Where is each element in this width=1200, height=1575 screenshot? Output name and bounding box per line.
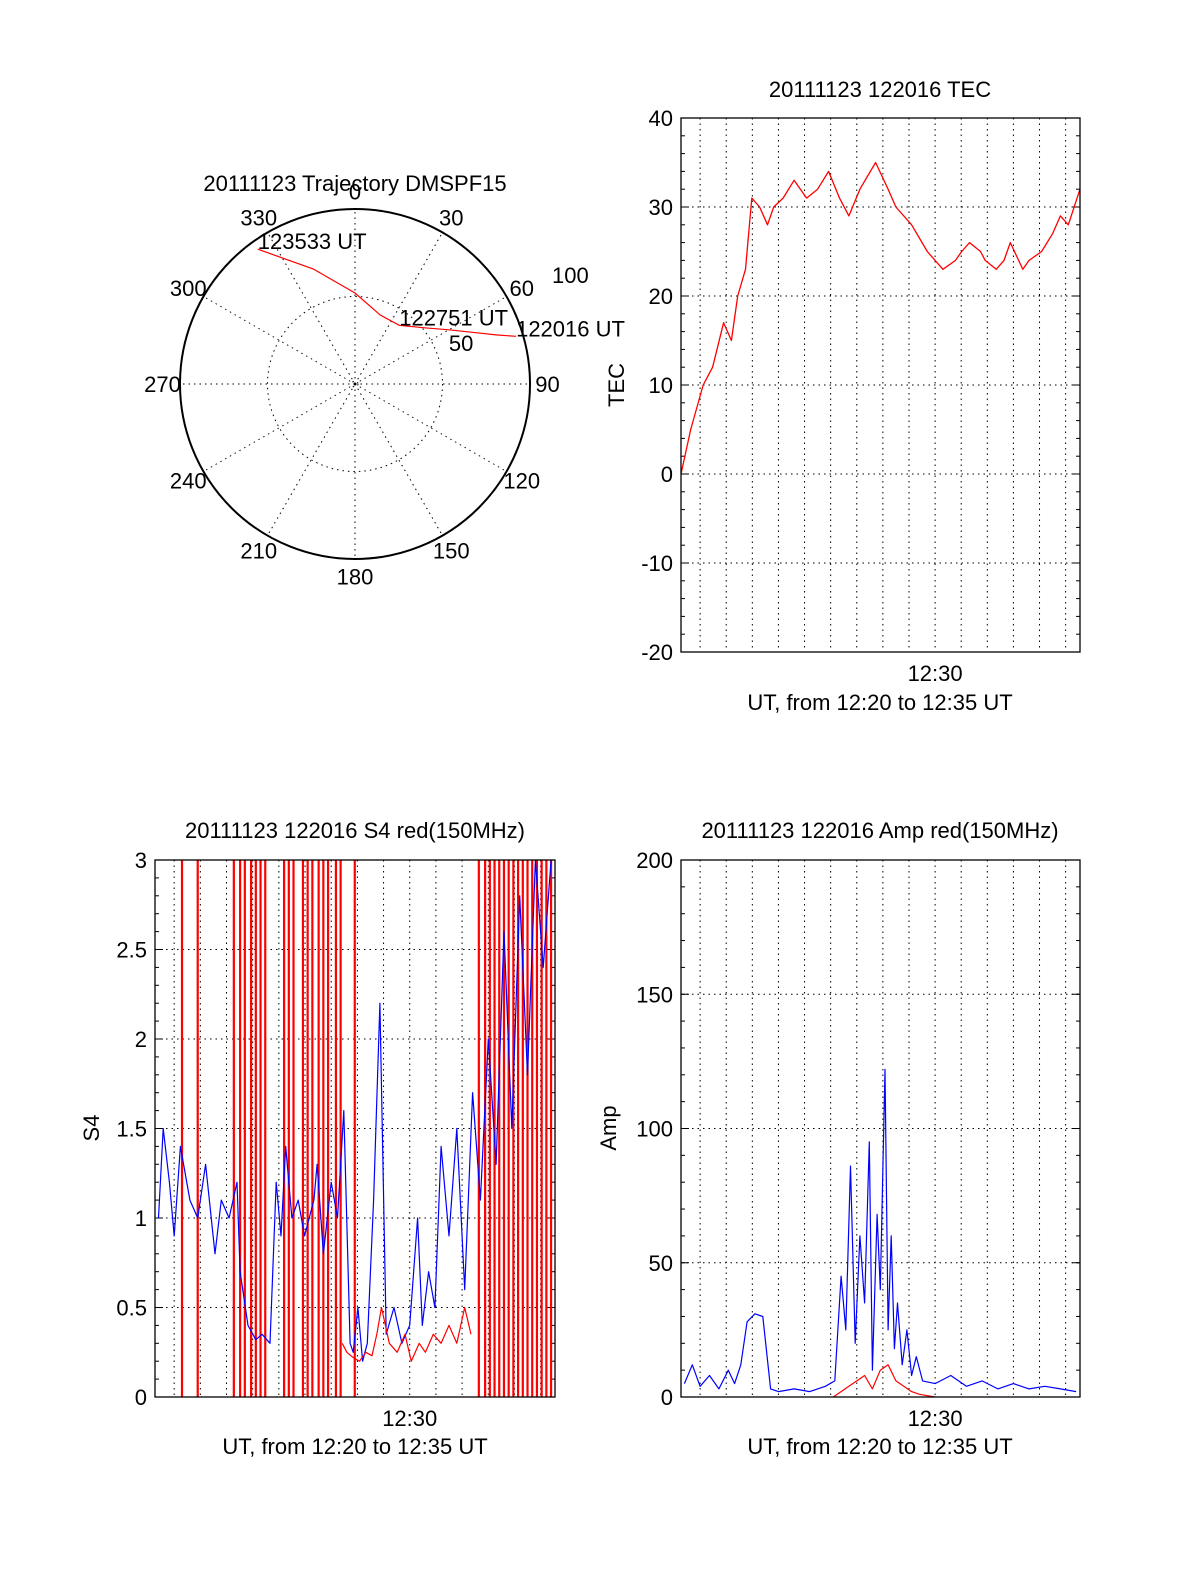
tec-title: 20111123 122016 TEC <box>769 77 991 102</box>
polar-angle-label: 210 <box>240 539 277 564</box>
y-tick-label: 10 <box>649 373 673 398</box>
amp-panel: 20111123 122016 Amp red(150MHz) UT, from… <box>596 818 1081 1459</box>
plot-frame <box>154 859 556 1398</box>
tec-xlabel: UT, from 12:20 to 12:35 UT <box>747 690 1012 715</box>
series-line-red <box>341 1306 472 1362</box>
plot-area <box>157 860 553 1397</box>
y-tick-label: -20 <box>641 640 673 665</box>
amp-ylabel: Amp <box>596 1105 621 1150</box>
tec-ylabel: TEC <box>604 363 629 407</box>
y-tick-label: 0 <box>661 1385 673 1410</box>
polar-angle-label: 180 <box>337 565 374 590</box>
polar-spoke <box>354 383 507 472</box>
y-tick-label: -10 <box>641 551 673 576</box>
amp-xlabel: UT, from 12:20 to 12:35 UT <box>747 1434 1012 1459</box>
polar-radius-label: 50 <box>449 331 473 356</box>
trajectory-time-label: 123533 UT <box>258 229 367 254</box>
series-line-red <box>681 161 1080 475</box>
polar-title: 20111123 Trajectory DMSPF15 <box>203 171 506 196</box>
trajectory-time-label: 122751 UT <box>399 305 508 330</box>
polar-angle-label: 0 <box>349 180 361 205</box>
y-tick-label: 1.5 <box>116 1117 147 1142</box>
polar-radius-label: 100 <box>552 263 589 288</box>
y-tick-label: 0 <box>661 462 673 487</box>
y-tick-label: 150 <box>636 982 673 1007</box>
polar-angle-label: 90 <box>535 372 559 397</box>
x-tick-label: 12:30 <box>382 1406 437 1431</box>
polar-spoke <box>354 383 443 536</box>
series-line-blue <box>157 860 552 1362</box>
amp-title: 20111123 122016 Amp red(150MHz) <box>701 818 1058 843</box>
y-tick-label: 30 <box>649 195 673 220</box>
plot-area <box>683 1068 1077 1397</box>
polar-trajectory-panel: 20111123 Trajectory DMSPF15 0 30 60 90 120 15… <box>144 171 625 590</box>
polar-spoke <box>267 383 356 536</box>
polar-spoke <box>203 383 356 472</box>
plot-area <box>681 161 1080 475</box>
polar-center <box>351 380 359 388</box>
tec-panel: 20111123 122016 TEC UT, from 12:20 to 12… <box>604 77 1081 715</box>
s4-ylabel: S4 <box>79 1115 104 1142</box>
y-tick-label: 3 <box>135 848 147 873</box>
polar-angle-label: 240 <box>170 468 207 493</box>
polar-angle-label: 150 <box>433 539 470 564</box>
polar-ring-50 <box>267 296 443 472</box>
y-tick-label: 2 <box>135 1027 147 1052</box>
polar-spoke <box>267 232 356 385</box>
y-tick-label: 20 <box>649 284 673 309</box>
y-tick-label: 40 <box>649 106 673 131</box>
s4-title: 20111123 122016 S4 red(150MHz) <box>185 818 525 843</box>
y-tick-label: 1 <box>135 1206 147 1231</box>
series-line-red <box>832 1364 936 1397</box>
polar-angle-label: 330 <box>240 205 277 230</box>
trajectory-line <box>257 248 517 337</box>
polar-angle-label: 120 <box>503 468 540 493</box>
polar-angle-label: 270 <box>144 372 181 397</box>
polar-angle-label: 300 <box>170 276 207 301</box>
y-tick-label: 200 <box>636 848 673 873</box>
y-tick-label: 0 <box>135 1385 147 1410</box>
plot-frame <box>680 117 1081 653</box>
polar-angle-label: 30 <box>439 205 463 230</box>
s4-panel: 20111123 122016 S4 red(150MHz) UT, from … <box>79 818 556 1459</box>
polar-angle-label: 60 <box>509 276 533 301</box>
trajectory-time-label: 122016 UT <box>516 316 625 341</box>
x-tick-label: 12:30 <box>908 1406 963 1431</box>
s4-xlabel: UT, from 12:20 to 12:35 UT <box>222 1434 487 1459</box>
y-tick-label: 50 <box>649 1251 673 1276</box>
series-line-blue <box>683 1068 1077 1393</box>
plot-frame <box>680 859 1081 1398</box>
polar-outer-ring <box>179 208 531 560</box>
y-tick-label: 0.5 <box>116 1296 147 1321</box>
x-tick-label: 12:30 <box>908 661 963 686</box>
y-tick-label: 2.5 <box>116 938 147 963</box>
y-tick-label: 100 <box>636 1117 673 1142</box>
